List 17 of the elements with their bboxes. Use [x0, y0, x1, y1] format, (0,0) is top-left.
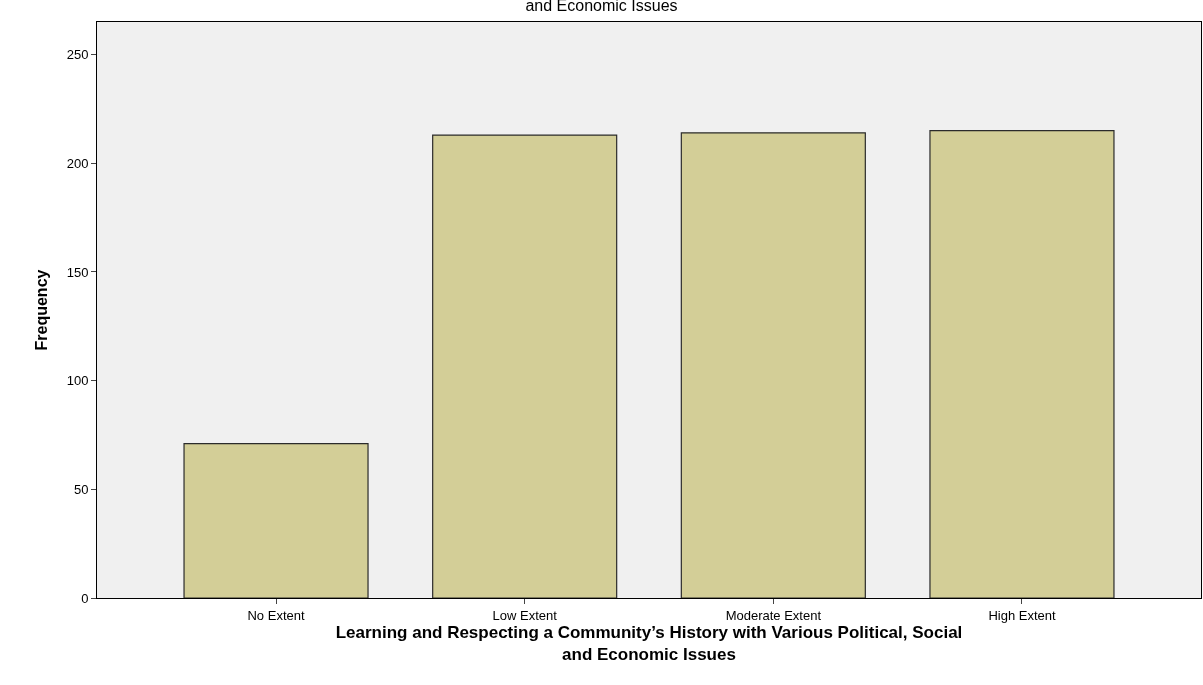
bar — [929, 130, 1115, 598]
y-tick-label: 0 — [81, 590, 89, 606]
y-axis-title: Frequency — [32, 269, 50, 351]
y-tick-label: 150 — [66, 264, 89, 280]
bar — [432, 134, 618, 598]
bar — [680, 132, 866, 598]
x-tick-label: No Extent — [247, 607, 305, 623]
chart-title: and Economic Issues — [525, 0, 678, 15]
bar — [183, 443, 369, 598]
x-tick-label: Moderate Extent — [725, 607, 822, 623]
x-tick-label: High Extent — [988, 607, 1056, 623]
y-tick-label: 50 — [73, 481, 89, 497]
x-axis-title: Learning and Respecting a Community’s History with Various Political, Social and Economic Issues — [335, 623, 963, 665]
y-tick-label: 100 — [66, 373, 89, 389]
y-tick-label: 200 — [66, 155, 89, 171]
x-tick-label: Low Extent — [492, 607, 558, 623]
y-tick-label: 250 — [66, 47, 89, 63]
